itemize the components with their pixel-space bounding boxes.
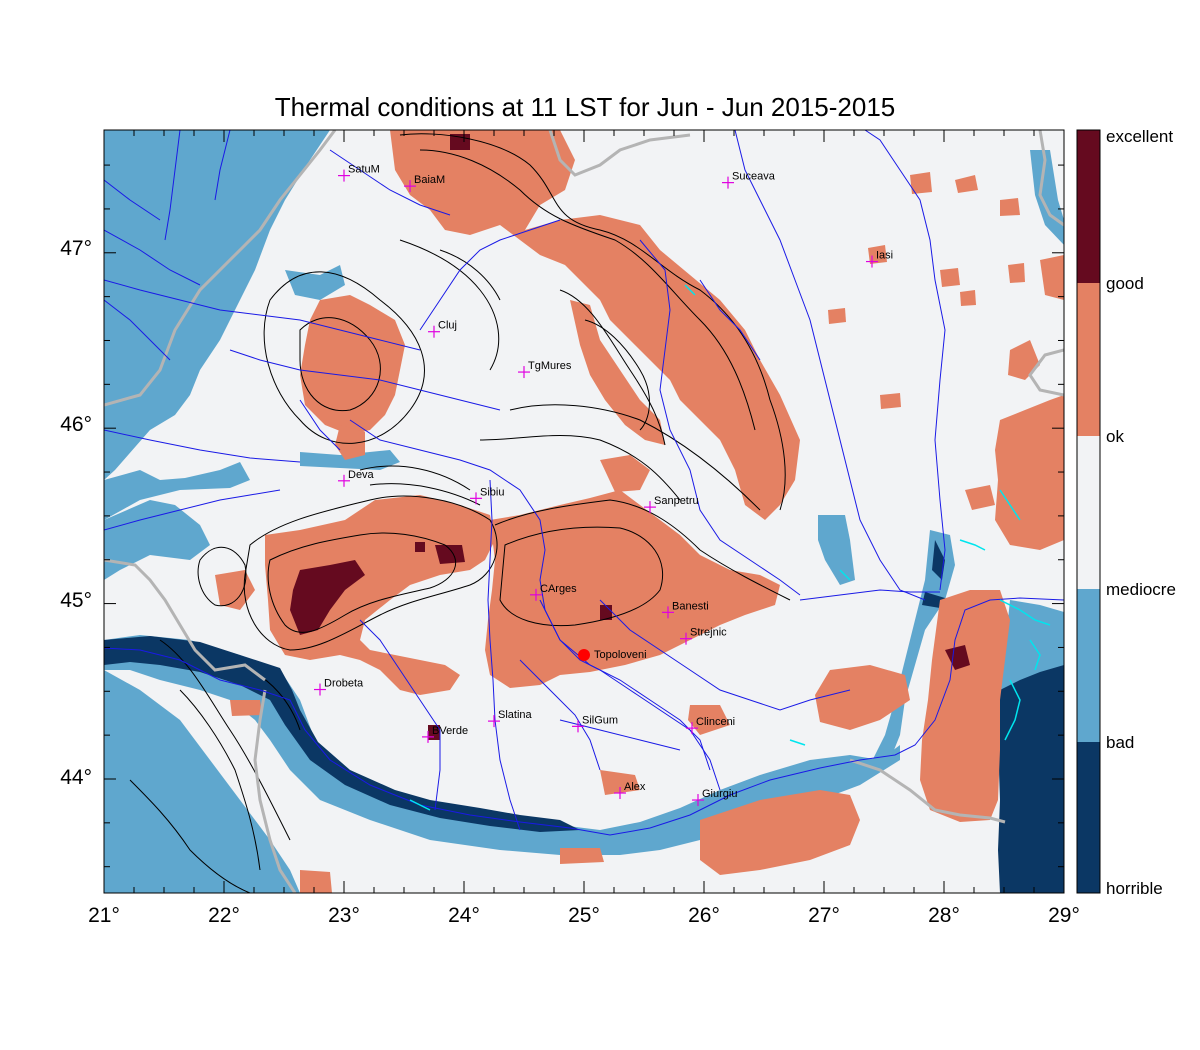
city-slatina: Slatina bbox=[488, 709, 533, 728]
city-label: Giurgiu bbox=[702, 788, 737, 800]
city-alex: Alex bbox=[614, 781, 646, 800]
y-tick-label: 47° bbox=[60, 237, 92, 260]
rivers bbox=[104, 130, 1064, 836]
x-tick-label: 24° bbox=[448, 904, 480, 927]
city-label: BVerde bbox=[432, 725, 468, 737]
legend-swatch-horrible bbox=[1077, 742, 1100, 893]
city-satum: SatuM bbox=[338, 164, 380, 182]
city-iasi: Iasi bbox=[866, 250, 893, 268]
x-tick-label: 25° bbox=[568, 904, 600, 927]
city-bverde: BVerde bbox=[422, 725, 468, 743]
city-label: BaiaM bbox=[414, 174, 445, 186]
city-strejnic: Strejnic bbox=[680, 627, 727, 645]
axis-ticks bbox=[103, 130, 1065, 893]
map-field bbox=[104, 130, 1064, 893]
legend-label-excellent: excellent bbox=[1106, 127, 1173, 146]
city-label: Banesti bbox=[672, 600, 709, 612]
city-label: SilGum bbox=[582, 714, 618, 726]
y-tick-label: 45° bbox=[60, 589, 92, 612]
x-tick-label: 27° bbox=[808, 904, 840, 927]
city-drobeta: Drobeta bbox=[314, 678, 364, 696]
city-label: Cluj bbox=[438, 320, 457, 332]
city-label: TgMures bbox=[528, 360, 572, 372]
x-tick-label: 26° bbox=[688, 904, 720, 927]
city-label: Drobeta bbox=[324, 678, 364, 690]
city-label: Clinceni bbox=[696, 716, 735, 728]
city-giurgiu: Giurgiu bbox=[692, 788, 737, 807]
city-label: Sanpetru bbox=[654, 495, 699, 507]
legend-swatch-ok bbox=[1077, 436, 1100, 589]
map-title: Thermal conditions at 11 LST for Jun - J… bbox=[274, 92, 896, 122]
legend-swatch-bad bbox=[1077, 589, 1100, 742]
marker-label: Topoloveni bbox=[594, 649, 647, 661]
city-clinceni: Clinceni bbox=[686, 716, 735, 735]
legend-colorbar: excellent good ok mediocre bad horrible bbox=[1076, 127, 1176, 898]
x-tick-labels: 21° 22° 23° 24° 25° 26° 27° 28° 29° bbox=[88, 904, 1080, 927]
x-tick-label: 29° bbox=[1048, 904, 1080, 927]
city-sanpetru: Sanpetru bbox=[644, 495, 699, 514]
coastal-lakes bbox=[409, 284, 1051, 811]
x-tick-label: 22° bbox=[208, 904, 240, 927]
legend-label-mediocre: mediocre bbox=[1106, 580, 1176, 599]
city-label: Iasi bbox=[876, 250, 893, 262]
y-tick-labels: 44° 45° 46° 47° bbox=[60, 237, 92, 789]
city-cluj: Cluj bbox=[428, 320, 457, 338]
city-label: CArges bbox=[540, 583, 577, 595]
legend-label-ok: ok bbox=[1106, 427, 1124, 446]
city-carges: CArges bbox=[530, 583, 577, 601]
legend-label-horrible: horrible bbox=[1106, 879, 1163, 898]
city-silgum: SilGum bbox=[572, 714, 618, 733]
city-deva: Deva bbox=[338, 469, 375, 487]
y-tick-label: 44° bbox=[60, 766, 92, 789]
city-label: Suceava bbox=[732, 171, 776, 183]
y-tick-label: 46° bbox=[60, 413, 92, 436]
country-borders bbox=[104, 130, 1064, 893]
x-tick-label: 28° bbox=[928, 904, 960, 927]
x-tick-label: 21° bbox=[88, 904, 120, 927]
city-label: Sibiu bbox=[480, 486, 504, 498]
city-markers: SatuM BaiaM Suceava Iasi Cluj TgMures Deva Sibi… bbox=[314, 164, 893, 807]
city-label: Strejnic bbox=[690, 627, 727, 639]
city-label: Deva bbox=[348, 469, 375, 481]
x-tick-label: 23° bbox=[328, 904, 360, 927]
city-label: SatuM bbox=[348, 164, 380, 176]
elevation-contours bbox=[129, 133, 791, 893]
legend-frame bbox=[1076, 129, 1101, 894]
city-sibiu: Sibiu bbox=[470, 486, 504, 505]
city-tgmures: TgMures bbox=[518, 360, 572, 379]
legend-label-bad: bad bbox=[1106, 733, 1134, 752]
topoloveni-marker: Topoloveni bbox=[578, 649, 647, 661]
legend-swatch-excellent bbox=[1077, 130, 1100, 283]
city-suceava: Suceava bbox=[722, 171, 776, 189]
marker-dot bbox=[578, 649, 590, 661]
city-label: Alex bbox=[624, 781, 646, 793]
legend-swatch-good bbox=[1077, 283, 1100, 436]
city-baiam: BaiaM bbox=[404, 174, 445, 193]
city-label: Slatina bbox=[498, 709, 533, 721]
city-banesti: Banesti bbox=[662, 600, 709, 619]
legend-label-good: good bbox=[1106, 274, 1144, 293]
